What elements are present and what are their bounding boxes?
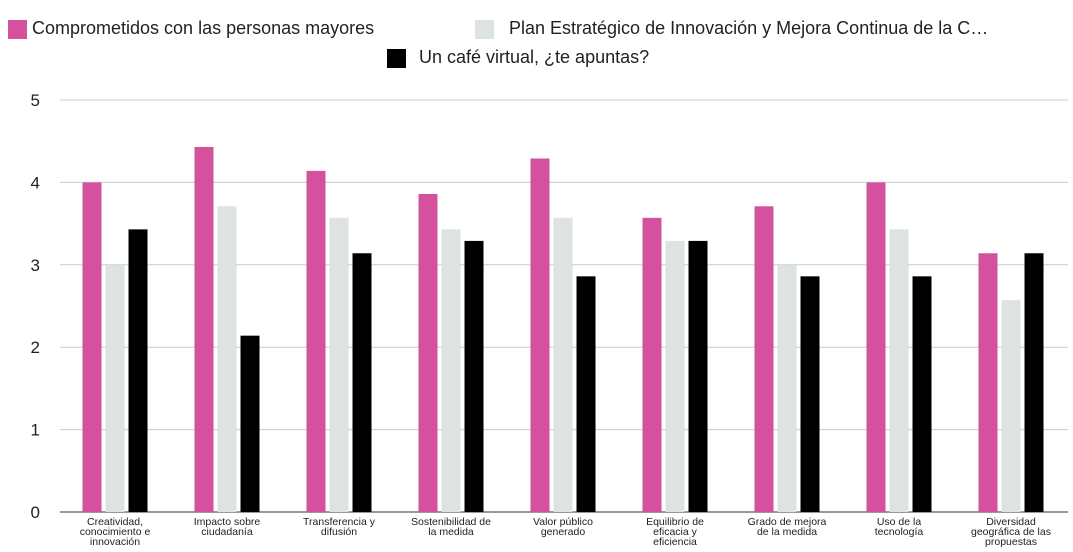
y-tick-label: 1 <box>31 421 40 440</box>
bar-series-3-category-8 <box>912 276 932 512</box>
legend-swatch <box>475 20 494 39</box>
x-category-label: Creatividad, conocimiento e innovación <box>80 516 151 548</box>
x-category-label-line: eficiencia <box>653 536 697 548</box>
legend-swatch <box>387 49 406 68</box>
bar-series-1-category-1 <box>82 182 102 512</box>
bar-series-1-category-8 <box>866 182 886 512</box>
x-category-label: Sostenibilidad de la medida <box>411 516 491 538</box>
bar-series-2-category-6 <box>665 240 685 513</box>
bar-series-1-category-9 <box>978 253 998 512</box>
bar-series-1-category-6 <box>642 217 662 512</box>
bar-series-2-category-9 <box>1001 300 1021 512</box>
x-category-label-line: Uso de la <box>877 516 922 528</box>
x-category-label-line: conocimiento e <box>80 526 151 538</box>
x-category-label: Uso de la tecnología <box>875 516 924 538</box>
x-category-label-line: difusión <box>321 526 357 538</box>
x-category-label-line: generado <box>541 526 586 538</box>
x-axis-category-labels: Creatividad, conocimiento e innovación Impa… <box>80 516 1051 548</box>
x-category-label-line: de la medida <box>757 526 817 538</box>
x-category-label: Diversidad geográfica de las propuestas <box>971 516 1051 548</box>
y-tick-label: 3 <box>31 256 40 275</box>
y-tick-label: 0 <box>31 503 40 522</box>
y-tick-label: 2 <box>31 338 40 357</box>
x-category-label-line: propuestas <box>985 536 1037 548</box>
bar-series-3-category-4 <box>464 240 484 513</box>
bar-series-2-category-1 <box>105 264 125 512</box>
legend-label: Plan Estratégico de Innovación y Mejora … <box>509 18 988 38</box>
bar-series-3-category-9 <box>1024 253 1044 512</box>
x-category-label: Impacto sobre ciudadanía <box>194 516 261 538</box>
y-tick-label: 5 <box>31 91 40 110</box>
bar-series-3-category-5 <box>576 276 596 512</box>
x-category-label: Transferencia y difusión <box>303 516 376 538</box>
x-category-label-line: Impacto sobre <box>194 516 261 528</box>
x-category-label-line: la medida <box>428 526 474 538</box>
x-category-label-line: ciudadanía <box>201 526 253 538</box>
y-axis-tick-labels: 0 1 2 3 4 5 <box>31 91 40 522</box>
x-category-label-line: Valor público <box>533 516 593 528</box>
bar-series-2-category-4 <box>441 229 461 513</box>
legend-label: Comprometidos con las personas mayores <box>32 18 374 38</box>
x-category-label: Grado de mejora de la medida <box>748 516 827 538</box>
y-tick-label: 4 <box>31 173 40 192</box>
x-category-label-line: tecnología <box>875 526 924 538</box>
bar-series-1-category-7 <box>754 206 774 512</box>
x-category-label-line: Sostenibilidad de <box>411 516 491 528</box>
bar-series-3-category-2 <box>240 335 260 512</box>
x-category-label-line: eficacia y <box>653 526 698 538</box>
bar-series-3-category-7 <box>800 276 820 512</box>
bar-series-3-category-3 <box>352 253 372 512</box>
chart-bars <box>82 146 1044 513</box>
x-category-label-line: Transferencia y <box>303 516 376 528</box>
bar-series-3-category-6 <box>688 240 708 513</box>
chart-legend: Comprometidos con las personas mayores Pl… <box>8 18 988 68</box>
bar-series-3-category-1 <box>128 229 148 513</box>
x-category-label-line: Creatividad, <box>87 516 143 528</box>
x-category-label-line: geográfica de las <box>971 526 1051 538</box>
bar-series-1-category-4 <box>418 193 438 512</box>
legend-label: Un café virtual, ¿te apuntas? <box>419 47 649 67</box>
bar-series-2-category-5 <box>553 217 573 512</box>
x-category-label: Valor público generado <box>533 516 593 538</box>
bar-series-2-category-2 <box>217 206 237 512</box>
x-category-label-line: Diversidad <box>986 516 1036 528</box>
bar-series-2-category-3 <box>329 217 349 512</box>
bar-series-1-category-2 <box>194 146 214 512</box>
x-category-label-line: Grado de mejora <box>748 516 827 528</box>
x-category-label-line: Equilibrio de <box>646 516 704 528</box>
x-category-label: Equilibrio de eficacia y eficiencia <box>646 516 704 548</box>
bar-series-2-category-7 <box>777 264 797 512</box>
bar-series-1-category-3 <box>306 170 326 512</box>
x-category-label-line: innovación <box>90 536 140 548</box>
bar-series-1-category-5 <box>530 158 550 512</box>
legend-swatch <box>8 20 27 39</box>
bar-series-2-category-8 <box>889 229 909 513</box>
